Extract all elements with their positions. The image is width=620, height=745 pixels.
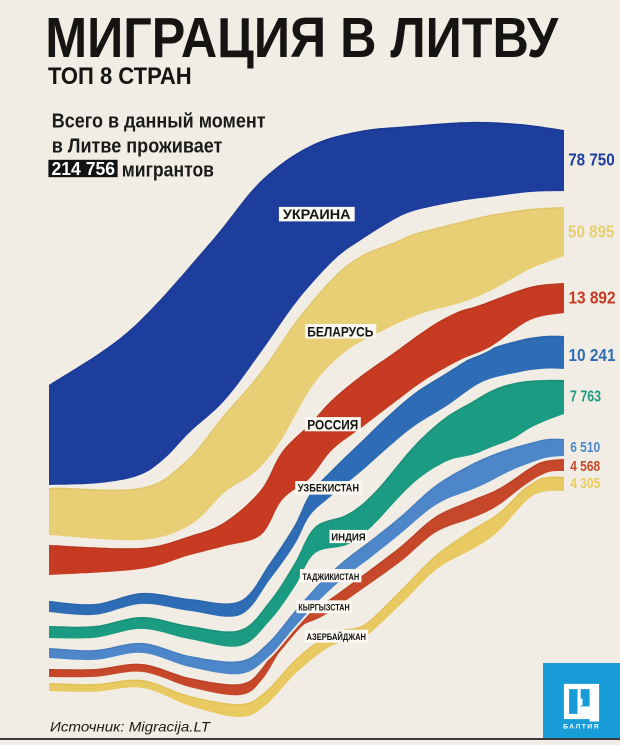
svg-text:78 750: 78 750 <box>568 150 615 170</box>
svg-text:214 756: 214 756 <box>52 158 116 179</box>
svg-text:БАЛТИЯ: БАЛТИЯ <box>563 723 600 730</box>
svg-text:ТОП 8 СТРАН: ТОП 8 СТРАН <box>48 63 192 90</box>
svg-text:УКРАИНА: УКРАИНА <box>283 207 351 222</box>
svg-text:УЗБЕКИСТАН: УЗБЕКИСТАН <box>298 482 359 494</box>
svg-text:10 241: 10 241 <box>569 345 616 365</box>
svg-text:ТАДЖИКИСТАН: ТАДЖИКИСТАН <box>302 572 359 582</box>
svg-text:6 510: 6 510 <box>570 440 600 456</box>
svg-text:АЗЕРБАЙДЖАН: АЗЕРБАЙДЖАН <box>307 631 367 642</box>
svg-text:Источник: Migracija.LT: Источник: Migracija.LT <box>50 719 212 735</box>
svg-text:4 568: 4 568 <box>570 459 600 475</box>
svg-text:ИНДИЯ: ИНДИЯ <box>331 531 365 543</box>
svg-text:МИГРАЦИЯ В ЛИТВУ: МИГРАЦИЯ В ЛИТВУ <box>45 6 558 70</box>
svg-text:БЕЛАРУСЬ: БЕЛАРУСЬ <box>307 324 373 339</box>
svg-text:КЫРГЫЗСТАН: КЫРГЫЗСТАН <box>298 603 349 613</box>
svg-text:мигрантов: мигрантов <box>122 159 214 181</box>
svg-text:Всего в данный момент: Всего в данный момент <box>52 110 266 132</box>
svg-text:в Литве проживает: в Литве проживает <box>52 135 223 157</box>
svg-text:4 305: 4 305 <box>570 476 600 492</box>
svg-text:РОССИЯ: РОССИЯ <box>307 417 358 432</box>
svg-text:13 892: 13 892 <box>569 288 616 308</box>
svg-text:50 895: 50 895 <box>568 221 615 241</box>
svg-text:7 763: 7 763 <box>570 389 601 406</box>
